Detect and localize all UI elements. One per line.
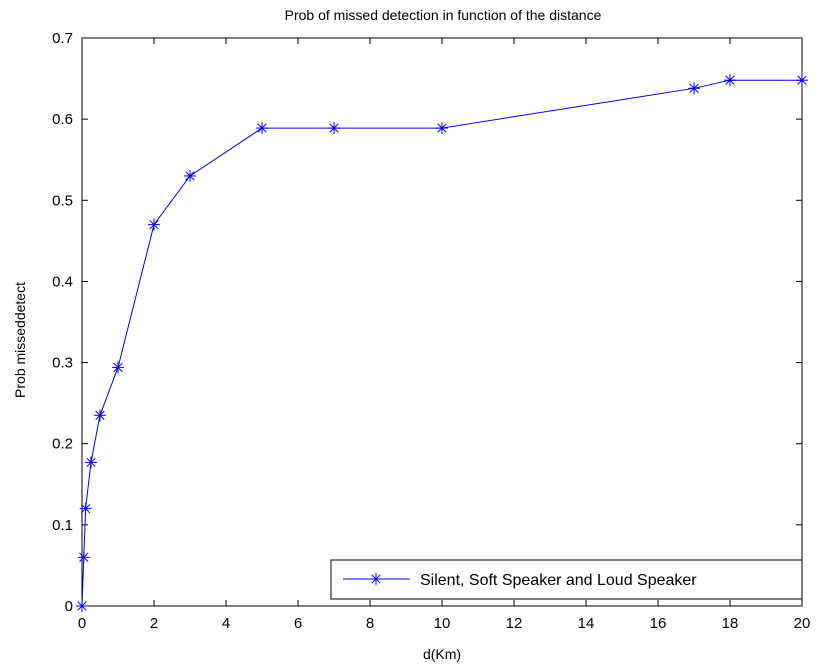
x-axis-label: d(Km): [423, 646, 461, 662]
x-tick-label: 18: [722, 615, 739, 632]
data-point: [112, 361, 124, 374]
data-point: [328, 122, 340, 135]
legend-box: [330, 559, 803, 600]
legend-label: Silent, Soft Speaker and Loud Speaker: [420, 572, 697, 589]
data-point: [796, 74, 808, 87]
y-tick-label: 0.7: [52, 30, 73, 47]
data-point: [85, 456, 97, 469]
data-point: [436, 122, 448, 135]
y-tick-label: 0.1: [52, 517, 73, 534]
x-tick-label: 2: [150, 615, 158, 632]
x-tick-label: 8: [366, 615, 374, 632]
x-tick-label: 0: [78, 615, 86, 632]
legend-marker: [370, 573, 382, 585]
x-tick-label: 4: [222, 615, 230, 632]
legend: Silent, Soft Speaker and Loud Speaker: [330, 559, 803, 600]
data-point: [688, 82, 700, 95]
y-tick-label: 0.2: [52, 436, 73, 453]
data-point: [94, 409, 106, 422]
legend-marker-glyph: [370, 573, 382, 585]
data-point: [184, 169, 196, 182]
y-tick-label: 0.6: [52, 111, 73, 128]
y-tick-label: 0.3: [52, 355, 73, 372]
x-tick-label: 20: [794, 615, 811, 632]
y-tick-label: 0.4: [52, 273, 73, 290]
y-axis-label: Prob misseddetect: [12, 282, 28, 398]
series-layer: [76, 74, 808, 612]
x-tick-label: 16: [650, 615, 667, 632]
x-tick-label: 14: [578, 615, 595, 632]
chart-title: Prob of missed detection in function of …: [285, 7, 602, 23]
data-point: [148, 218, 160, 231]
series-line: [81, 79, 802, 607]
data-point: [256, 122, 268, 135]
data-point: [79, 502, 92, 515]
y-tick-label: 0.5: [52, 192, 73, 209]
x-tick-label: 6: [294, 615, 302, 632]
data-point: [77, 551, 90, 564]
x-tick-label: 10: [434, 615, 451, 632]
x-tick-labels: 0 2 4 6 8 10 12 14 16 18 20: [78, 615, 811, 632]
x-tick-label: 12: [506, 615, 523, 632]
data-point: [76, 600, 88, 612]
data-point: [724, 74, 736, 87]
y-tick-labels: 0 0.1 0.2 0.3 0.4 0.5 0.6 0.7: [52, 30, 73, 615]
y-tick-label: 0: [65, 598, 73, 615]
